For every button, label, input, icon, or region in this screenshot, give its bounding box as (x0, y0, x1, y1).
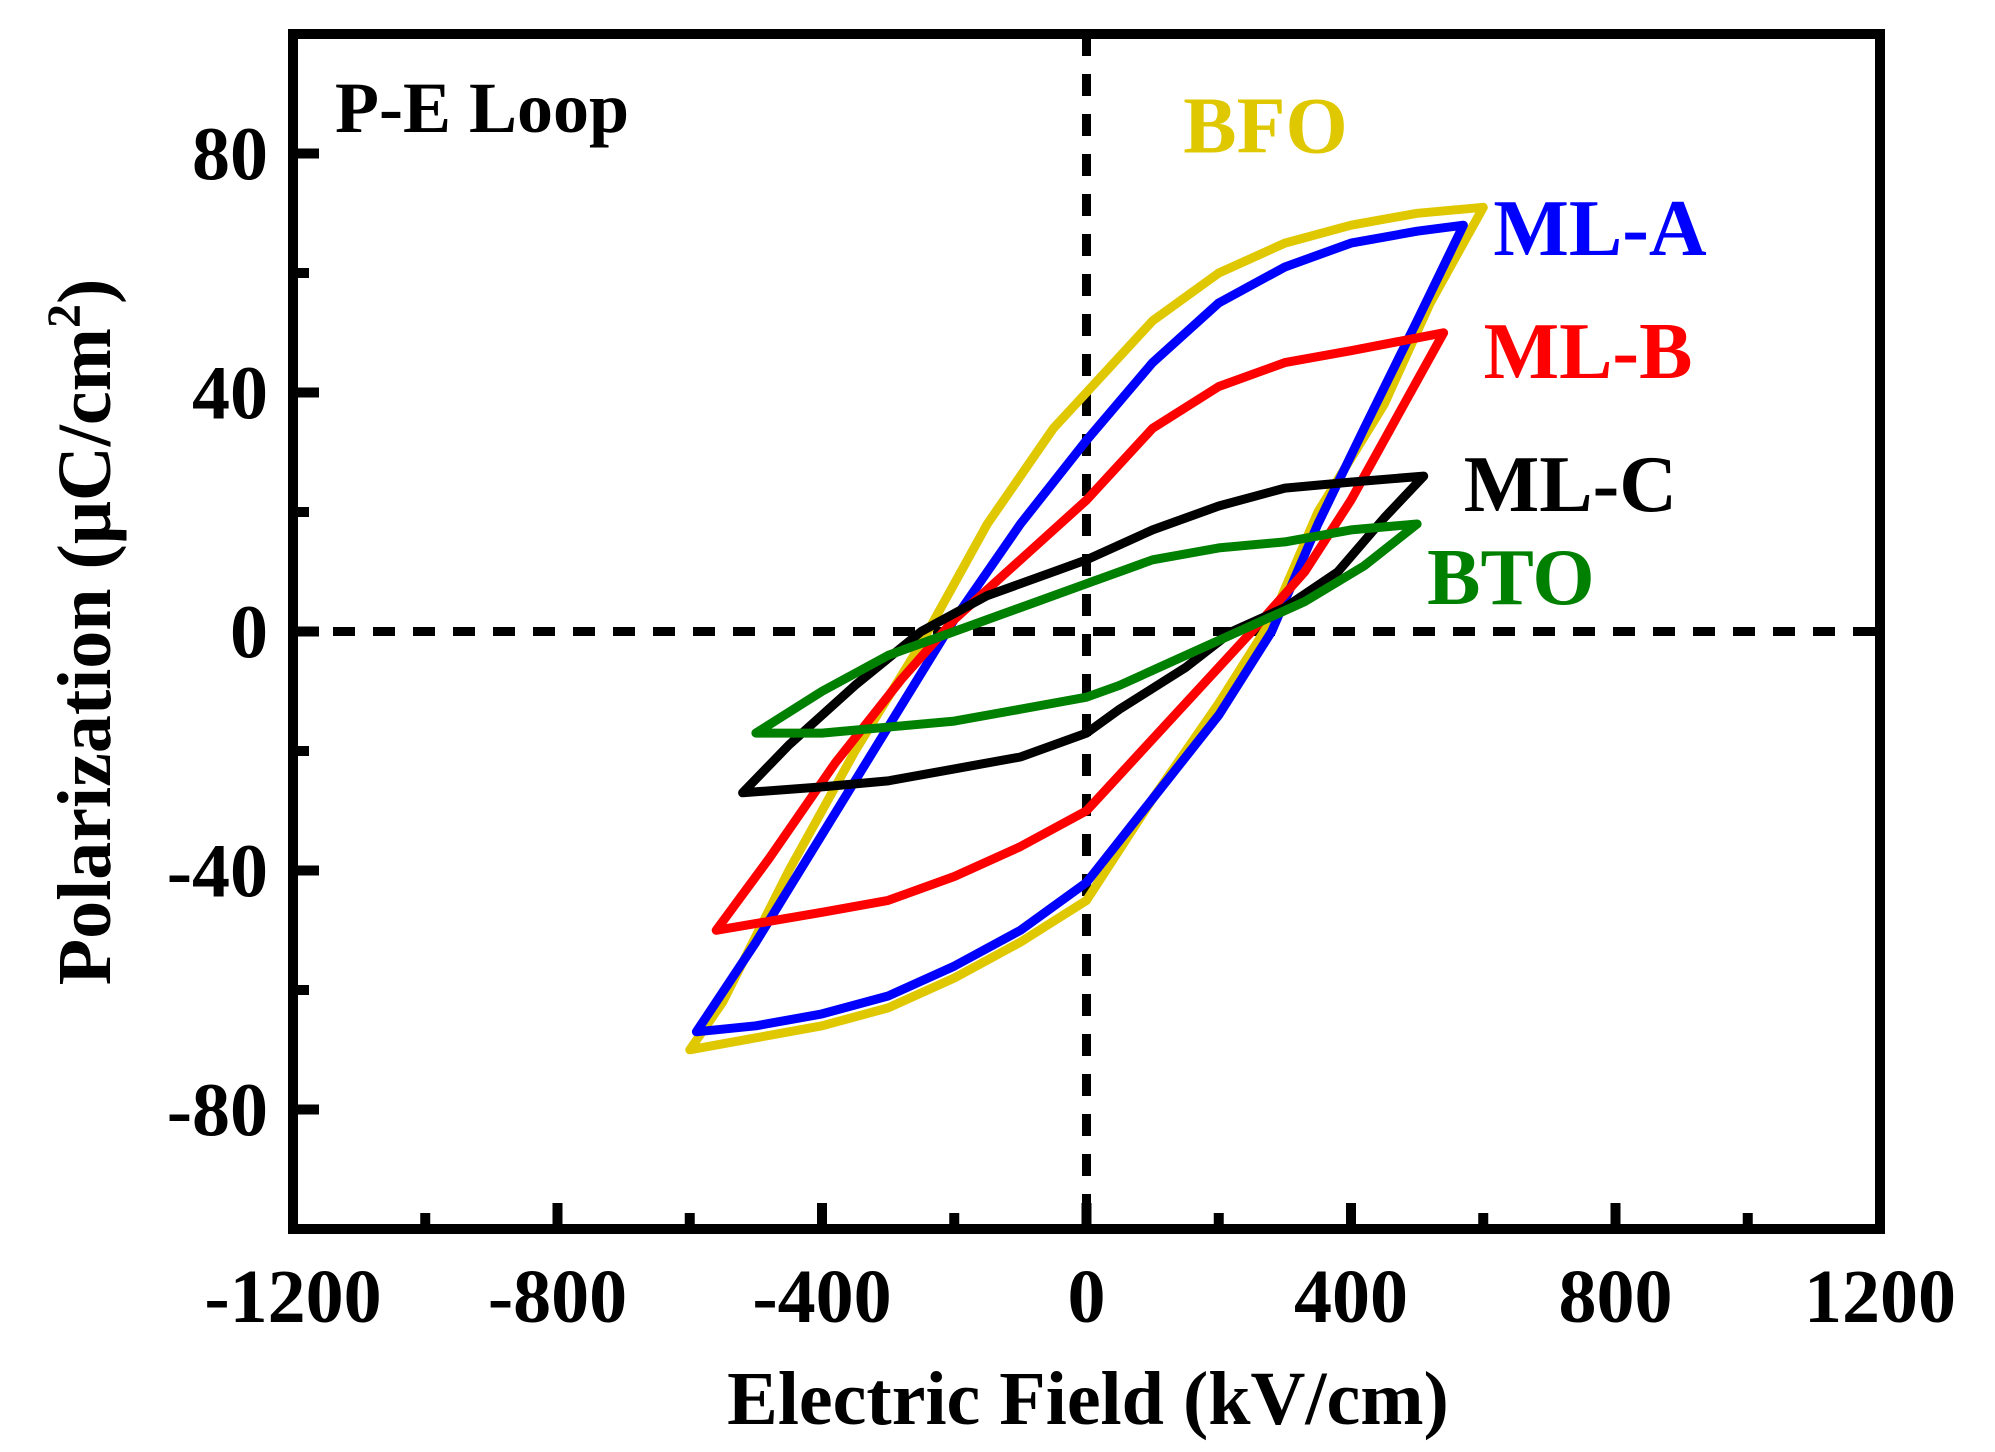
series-label-ml-c: ML-C (1464, 441, 1677, 529)
x-tick-label: -800 (488, 1255, 627, 1339)
series-label-ml-b: ML-B (1484, 308, 1693, 396)
x-tick-label: 0 (1068, 1255, 1106, 1339)
y-axis-title-main: Polarization (μC/cm (43, 328, 127, 985)
loop-ml-b (711, 328, 1449, 935)
y-axis-title-superscript: 2 (38, 304, 91, 328)
x-tick-label: -400 (752, 1255, 891, 1339)
y-axis-ticks: -80 -40 0 40 80 (167, 29, 319, 1234)
y-axis-title: Polarization (μC/cm2) (38, 279, 127, 986)
y-tick-label: -80 (167, 1069, 268, 1153)
series-label-ml-a: ML-A (1493, 185, 1707, 273)
y-tick-label: 40 (192, 352, 268, 436)
x-tick-label: -1200 (204, 1255, 381, 1339)
y-tick-label: -40 (167, 830, 268, 914)
y-tick-label: 80 (192, 113, 268, 197)
x-tick-label: 800 (1559, 1255, 1673, 1339)
loop-bfo (685, 202, 1488, 1055)
series-label-bto: BTO (1427, 534, 1595, 622)
y-tick-label: 0 (230, 591, 268, 675)
chart-annotation: P-E Loop (335, 68, 629, 148)
loop-bto (751, 519, 1422, 738)
loop-ml-c (738, 471, 1429, 798)
x-axis-ticks: -1200 -800 -400 0 400 800 1200 (204, 1203, 1956, 1339)
series-label-bfo: BFO (1183, 82, 1347, 170)
x-tick-label: 400 (1294, 1255, 1408, 1339)
x-tick-label: 1200 (1804, 1255, 1956, 1339)
series-loops (685, 202, 1488, 1055)
y-axis-title-tail: ) (43, 279, 127, 304)
x-axis-title: Electric Field (kV/cm) (727, 1357, 1449, 1441)
